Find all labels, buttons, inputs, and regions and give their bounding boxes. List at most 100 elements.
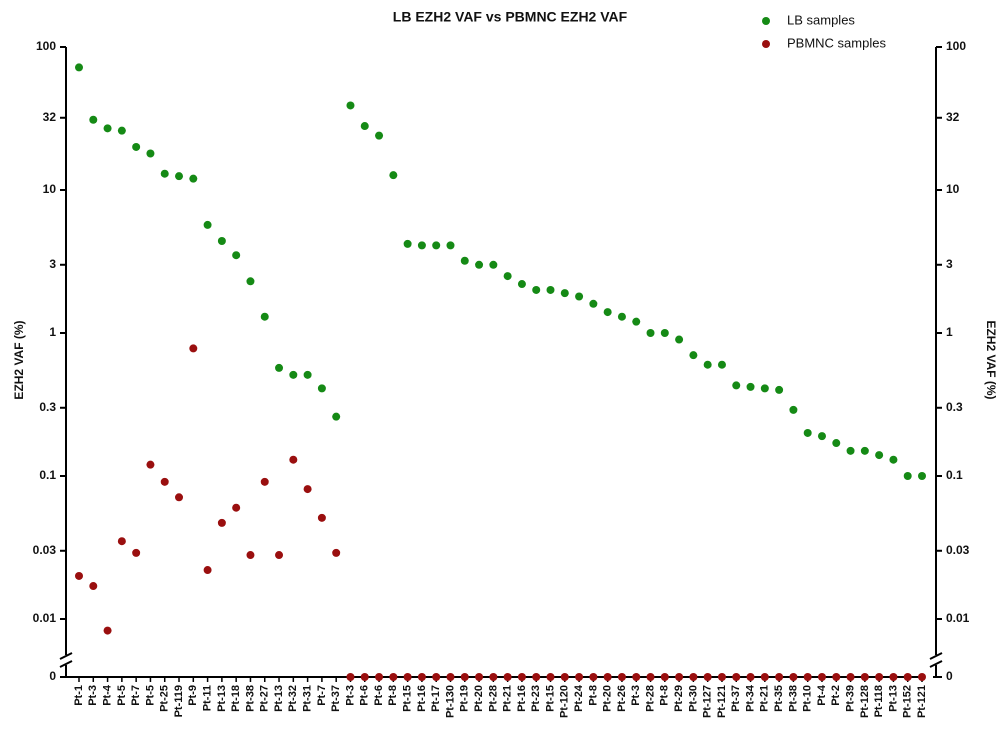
legend-marker (762, 17, 770, 25)
point (575, 292, 584, 301)
point (89, 115, 98, 124)
x-tick-label: Pt-1 (73, 685, 85, 706)
x-tick-label: Pt-5 (116, 685, 128, 706)
y-tick-label: 0.01 (33, 611, 57, 625)
x-tick-label: Pt-13 (273, 685, 285, 712)
point (403, 673, 412, 681)
y2-tick-label: 1 (946, 325, 953, 339)
x-tick-label: Pt-24 (573, 684, 585, 712)
x-tick-label: Pt-6 (359, 685, 371, 706)
y-tick-label: 3 (49, 257, 56, 271)
x-tick-label: Pt-3 (630, 685, 642, 706)
point (432, 241, 441, 250)
x-tick-label: Pt-7 (130, 685, 142, 706)
x-tick-label: Pt-19 (459, 685, 471, 712)
point (646, 329, 655, 337)
point (775, 673, 784, 681)
point (517, 280, 526, 289)
y2-tick-label: 3 (946, 257, 953, 271)
legend-marker (762, 40, 770, 48)
point (746, 382, 755, 391)
point (217, 518, 226, 527)
x-tick-label: Pt-32 (287, 685, 299, 712)
point (346, 673, 355, 681)
point (575, 673, 584, 681)
x-tick-label: Pt-8 (387, 685, 399, 706)
y-tick-label: 10 (43, 182, 57, 196)
x-tick-label: Pt-13 (887, 685, 899, 712)
x-tick-label: Pt-21 (502, 685, 514, 712)
x-tick-label: Pt-10 (802, 685, 814, 712)
point (375, 673, 384, 681)
point (732, 381, 741, 390)
x-tick-label: Pt-119 (173, 685, 185, 717)
point (317, 384, 326, 393)
point (375, 131, 384, 140)
x-tick-label: Pt-128 (859, 685, 871, 718)
x-tick-label: Pt-118 (873, 685, 885, 717)
point (532, 285, 541, 294)
point (546, 285, 555, 294)
point (332, 548, 341, 557)
point (632, 317, 641, 326)
x-tick-label: Pt-15 (544, 685, 556, 712)
point (889, 673, 898, 681)
point (803, 673, 812, 681)
point (803, 428, 812, 437)
point (889, 455, 898, 464)
x-tick-label: Pt-18 (230, 685, 242, 712)
point (817, 673, 826, 681)
x-tick-label: Pt-30 (687, 685, 699, 712)
x-tick-label: Pt-8 (587, 685, 599, 706)
point (732, 673, 741, 681)
x-tick-label: Pt-28 (487, 685, 499, 712)
x-tick-label: Pt-8 (659, 685, 671, 706)
point (617, 312, 626, 321)
y-tick-label: 0.1 (39, 468, 56, 482)
point (760, 673, 769, 681)
point (317, 513, 326, 522)
x-tick-label: Pt-16 (416, 685, 428, 712)
y2-tick-label: 10 (946, 182, 960, 196)
x-tick-label: Pt-29 (673, 685, 685, 712)
x-tick-label: Pt-37 (730, 685, 742, 712)
point (332, 412, 341, 421)
point (232, 251, 241, 260)
point (303, 370, 312, 379)
x-tick-label: Pt-9 (187, 685, 199, 706)
point (103, 626, 112, 635)
y2-axis-label: EZH2 VAF (%) (984, 320, 998, 399)
x-tick-label: Pt-120 (559, 685, 571, 718)
point (460, 673, 469, 681)
point (89, 582, 98, 591)
x-tick-label: Pt-11 (201, 685, 213, 711)
point (832, 439, 841, 448)
point (346, 101, 355, 110)
point (75, 63, 83, 72)
point (875, 673, 884, 681)
point (675, 673, 684, 681)
point (589, 299, 598, 308)
point (175, 172, 184, 181)
point (303, 485, 312, 494)
point (846, 446, 855, 455)
point (517, 673, 526, 681)
point (260, 477, 269, 486)
x-tick-label: Pt-3 (87, 685, 99, 706)
x-tick-label: Pt-7 (316, 685, 328, 706)
point (918, 673, 926, 681)
legend-label: LB samples (787, 12, 855, 27)
point (146, 149, 155, 158)
point (146, 460, 155, 469)
point (789, 405, 798, 414)
point (503, 673, 512, 681)
point (860, 673, 869, 681)
point (817, 432, 826, 441)
point (503, 272, 512, 281)
x-tick-label: Pt-20 (473, 685, 485, 712)
y-tick-label: 32 (43, 110, 57, 124)
x-tick-label: Pt-6 (373, 685, 385, 706)
point (203, 220, 212, 229)
x-tick-label: Pt-127 (702, 685, 714, 718)
x-tick-label: Pt-3 (344, 685, 356, 706)
